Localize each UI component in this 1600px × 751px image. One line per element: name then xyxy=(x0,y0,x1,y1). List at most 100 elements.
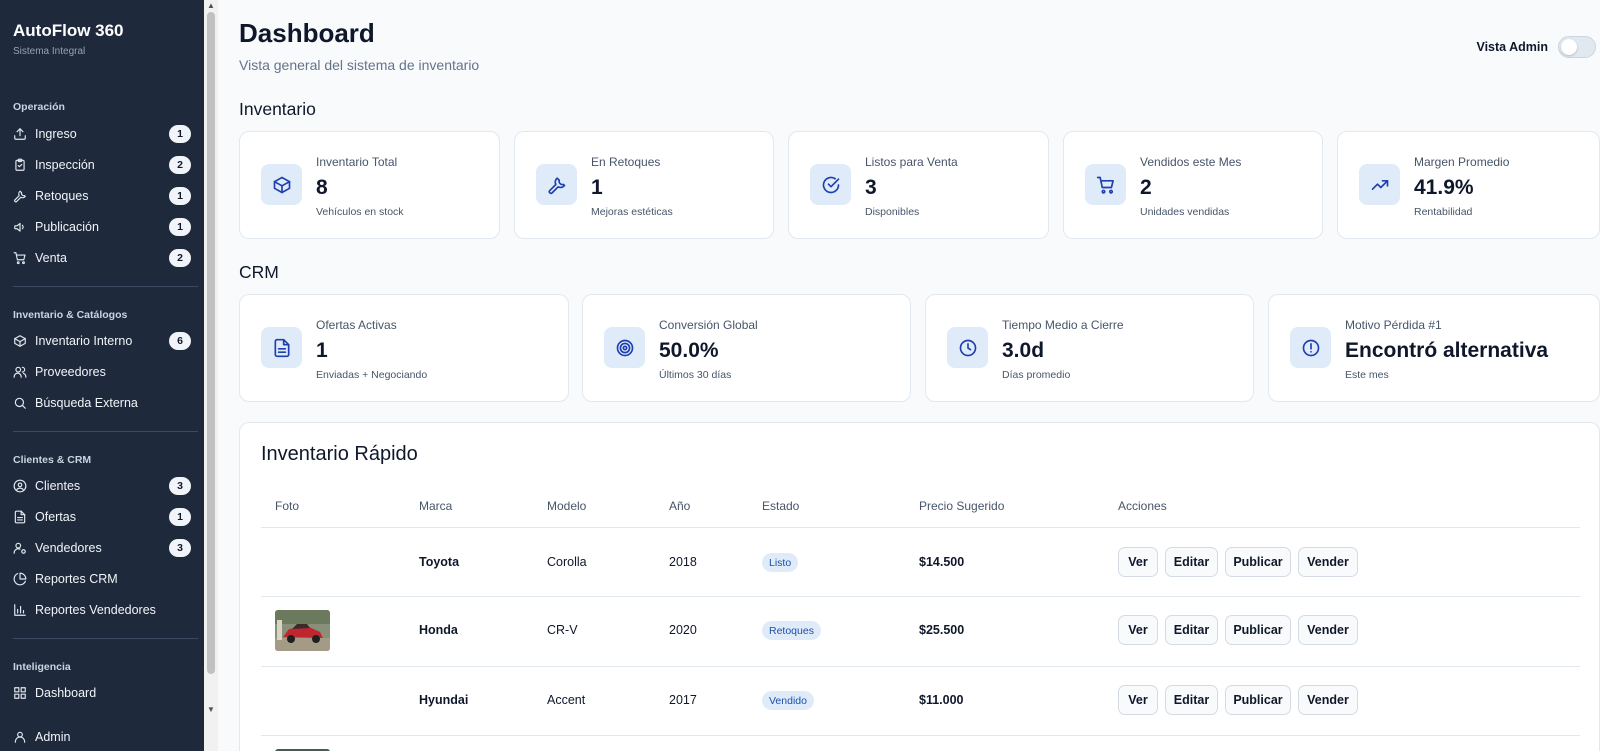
count-badge: 6 xyxy=(169,332,191,350)
search-icon xyxy=(13,396,27,410)
check-circle-icon xyxy=(810,164,851,205)
stat-card-motivo-perdida: Motivo Pérdida #1 Encontró alternativa E… xyxy=(1268,294,1600,402)
vender-button[interactable]: Vender xyxy=(1298,685,1358,715)
ver-button[interactable]: Ver xyxy=(1118,547,1158,577)
card-value: Encontró alternativa xyxy=(1345,339,1549,362)
sidebar-item-busqueda-externa[interactable]: Búsqueda Externa xyxy=(8,390,197,416)
cell-modelo: CR-V xyxy=(547,623,578,637)
sidebar-item-label: Dashboard xyxy=(35,686,97,700)
section-title-crm: CRM xyxy=(239,262,279,282)
admin-toggle[interactable] xyxy=(1558,36,1596,58)
publicar-button[interactable]: Publicar xyxy=(1225,547,1291,577)
card-subtext: Últimos 30 días xyxy=(659,369,732,381)
count-badge: 2 xyxy=(169,249,191,267)
sidebar-item-label: Inventario Interno xyxy=(35,334,133,348)
sidebar-item-inspeccion[interactable]: Inspección 2 xyxy=(8,152,197,178)
count-badge: 1 xyxy=(169,125,191,143)
sidebar-item-dashboard[interactable]: Dashboard xyxy=(8,680,197,706)
divider xyxy=(13,638,198,639)
table-divider xyxy=(261,596,1580,597)
card-value: 1 xyxy=(591,176,603,199)
editar-button[interactable]: Editar xyxy=(1165,615,1218,645)
column-header-anio: Año xyxy=(669,499,691,513)
sidebar-item-label: Clientes xyxy=(35,479,81,493)
cart-icon xyxy=(1085,164,1126,205)
count-badge: 2 xyxy=(169,156,191,174)
vender-button[interactable]: Vender xyxy=(1298,547,1358,577)
cell-anio: 2017 xyxy=(669,693,697,707)
scroll-down-arrow-icon[interactable]: ▼ xyxy=(207,705,215,714)
card-label: Margen Promedio xyxy=(1414,155,1510,169)
cell-anio: 2020 xyxy=(669,623,697,637)
wrench-icon xyxy=(13,189,27,203)
count-badge: 1 xyxy=(169,187,191,205)
card-label: Motivo Pérdida #1 xyxy=(1345,318,1442,332)
column-header-modelo: Modelo xyxy=(547,499,587,513)
card-value: 2 xyxy=(1140,176,1152,199)
divider xyxy=(13,286,198,287)
table-divider xyxy=(261,666,1580,667)
sidebar-item-label: Venta xyxy=(35,251,67,265)
sidebar-item-label: Búsqueda Externa xyxy=(35,396,138,410)
ver-button[interactable]: Ver xyxy=(1118,615,1158,645)
card-value: 50.0% xyxy=(659,339,719,362)
scroll-up-arrow-icon[interactable]: ▲ xyxy=(207,1,215,10)
sidebar-item-clientes[interactable]: Clientes 3 xyxy=(8,473,197,499)
user-circle-icon xyxy=(13,479,27,493)
card-subtext: Mejoras estéticas xyxy=(591,206,673,218)
scroll-thumb[interactable] xyxy=(207,12,215,674)
cell-marca: Toyota xyxy=(419,555,460,569)
vender-button[interactable]: Vender xyxy=(1298,615,1358,645)
car-photo-thumbnail[interactable] xyxy=(275,610,330,651)
count-badge: 1 xyxy=(169,218,191,236)
quick-inventory-title: Inventario Rápido xyxy=(261,443,418,465)
sidebar-item-proveedores[interactable]: Proveedores xyxy=(8,359,197,385)
stat-card-tiempo-cierre: Tiempo Medio a Cierre 3.0d Días promedio xyxy=(925,294,1254,402)
section-title-inventario: Inventario xyxy=(239,99,316,119)
publicar-button[interactable]: Publicar xyxy=(1225,615,1291,645)
sidebar-item-ingreso[interactable]: Ingreso 1 xyxy=(8,121,197,147)
sidebar: AutoFlow 360 Sistema Integral Operación … xyxy=(0,0,218,751)
car-photo-thumbnail[interactable] xyxy=(275,749,330,751)
brand-title: AutoFlow 360 xyxy=(13,21,124,40)
users-icon xyxy=(13,365,27,379)
ver-button[interactable]: Ver xyxy=(1118,685,1158,715)
sidebar-item-vendedores[interactable]: Vendedores 3 xyxy=(8,535,197,561)
section-label-inventario: Inventario & Catálogos xyxy=(13,309,128,321)
bar-chart-icon xyxy=(13,603,27,617)
status-badge: Retoques xyxy=(762,621,821,640)
editar-button[interactable]: Editar xyxy=(1165,685,1218,715)
sidebar-item-retoques[interactable]: Retoques 1 xyxy=(8,183,197,209)
file-icon xyxy=(13,510,27,524)
sidebar-item-reportes-vendedores[interactable]: Reportes Vendedores xyxy=(8,597,197,623)
sidebar-item-venta[interactable]: Venta 2 xyxy=(8,245,197,271)
grid-icon xyxy=(13,686,27,700)
card-label: En Retoques xyxy=(591,155,661,169)
column-header-foto: Foto xyxy=(275,499,300,513)
cell-marca: Honda xyxy=(419,623,458,637)
trending-up-icon xyxy=(1359,164,1400,205)
sidebar-item-admin[interactable]: Admin xyxy=(8,724,197,750)
stat-card-en-retoques: En Retoques 1 Mejoras estéticas xyxy=(514,131,774,239)
sidebar-item-inventario-interno[interactable]: Inventario Interno 6 xyxy=(8,328,197,354)
sidebar-scrollbar[interactable]: ▲ ▼ xyxy=(204,0,218,751)
sidebar-item-reportes-crm[interactable]: Reportes CRM xyxy=(8,566,197,592)
card-value: 3.0d xyxy=(1002,339,1045,362)
stat-card-vendidos-mes: Vendidos este Mes 2 Unidades vendidas xyxy=(1063,131,1323,239)
section-label-operacion: Operación xyxy=(13,101,65,113)
table-divider xyxy=(261,527,1580,528)
count-badge: 3 xyxy=(169,539,191,557)
user-icon xyxy=(13,730,27,744)
sidebar-item-label: Publicación xyxy=(35,220,99,234)
count-badge: 3 xyxy=(169,477,191,495)
page-subtitle: Vista general del sistema de inventario xyxy=(239,57,480,73)
sidebar-item-publicacion[interactable]: Publicación 1 xyxy=(8,214,197,240)
sidebar-item-ofertas[interactable]: Ofertas 1 xyxy=(8,504,197,530)
sidebar-item-label: Retoques xyxy=(35,189,89,203)
file-icon xyxy=(261,327,302,368)
main-content: Dashboard Vista general del sistema de i… xyxy=(218,0,1600,751)
column-header-marca: Marca xyxy=(419,499,453,513)
editar-button[interactable]: Editar xyxy=(1165,547,1218,577)
publicar-button[interactable]: Publicar xyxy=(1225,685,1291,715)
divider xyxy=(13,431,198,432)
